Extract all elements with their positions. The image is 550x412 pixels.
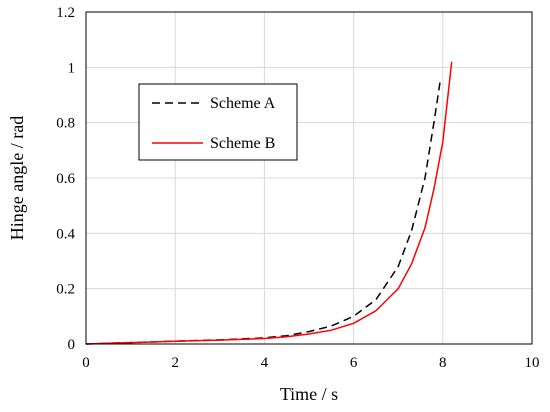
y-tick-label: 0.6 [56,171,75,187]
x-tick-label: 2 [171,355,179,371]
plot-area-border [85,11,533,345]
y-tick-label: 1 [68,60,76,76]
x-tick-label: 6 [350,355,358,371]
legend-label-scheme-b: Scheme B [210,135,275,152]
x-tick-labels: 0 2 4 6 8 10 [82,355,539,371]
series-line [85,61,453,345]
legend: Scheme A Scheme B [138,83,298,161]
x-tick-label: 8 [439,355,447,371]
grid [86,12,532,344]
legend-label-scheme-a: Scheme A [210,95,276,112]
x-axis-label: Time / s [280,384,338,404]
x-tick-label: 4 [261,355,269,371]
y-axis-label: Hinge angle / rad [7,116,27,240]
series-lines [85,61,453,345]
y-tick-label: 0.4 [56,226,75,242]
y-tick-labels: 0 0.2 0.4 0.6 0.8 1 1.2 [56,5,75,353]
legend-box [138,83,298,161]
y-tick-label: 0.2 [56,282,75,298]
y-tick-label: 0.8 [56,116,75,132]
y-tick-label: 0 [68,337,76,353]
y-tick-label: 1.2 [56,5,75,21]
x-tick-label: 10 [525,355,540,371]
x-tick-label: 0 [82,355,90,371]
